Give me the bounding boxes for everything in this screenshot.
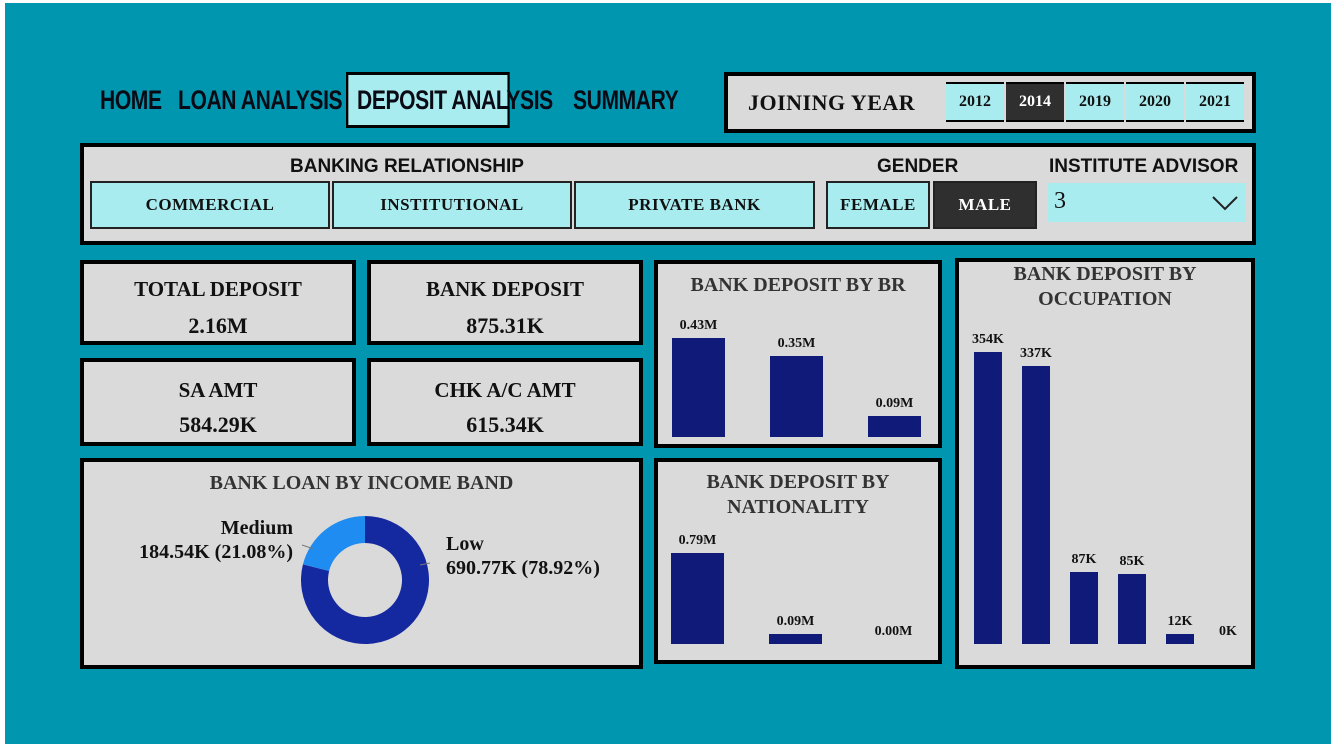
kpi-bank-deposit-value: 875.31K [466,313,544,338]
kpi-sa-amt-value: 584.29K [179,412,257,437]
br-private-bank-button[interactable]: PRIVATE BANK [574,181,815,229]
chart-deposit-by-br: BANK DEPOSIT BY BR 0.43M 0.35M 0.09M [654,260,942,448]
kpi-bank-deposit: BANK DEPOSIT 875.31K [367,260,643,345]
occupation-bar-0[interactable] [974,352,1002,644]
chart-deposit-by-occupation: BANK DEPOSIT BY OCCUPATION 354K 337K 87K 85… [955,258,1255,669]
nationality-data-label-0: 0.79M [678,533,717,548]
institute-advisor-value: 3 [1054,188,1066,214]
nationality-bar-0[interactable] [671,553,724,644]
chart-deposit-by-nationality: BANK DEPOSIT BY NATIONALITY 0.79M 0.09M 0.… [654,458,942,664]
donut-low-label: Low 690.77K (78.92%) [446,532,600,580]
occupation-bar-1[interactable] [1022,366,1050,644]
br-bar-0[interactable] [672,338,725,437]
kpi-chk-amt-value: 615.34K [466,412,544,437]
br-data-label-1: 0.35M [777,336,816,351]
kpi-total-deposit-value: 2.16M [188,313,248,338]
year-2014[interactable]: 2014 [1006,82,1064,122]
nav-home[interactable]: HOME [100,85,162,115]
donut-low-name: Low [446,533,484,555]
institute-advisor-label: INSTITUTE ADVISOR [1049,156,1239,177]
kpi-total-deposit-label: TOTAL DEPOSIT [134,277,302,301]
chart-loan-by-income-band-title: BANK LOAN BY INCOME BAND [209,472,514,494]
donut-slice-low[interactable] [301,516,429,644]
chart-deposit-by-nationality-title: BANK DEPOSIT BY NATIONALITY [706,471,890,518]
donut-low-value: 690.77K (78.92%) [446,557,600,579]
low-leader-line [419,562,431,566]
br-data-label-2: 0.09M [875,396,914,411]
br-bar-2[interactable] [868,416,921,437]
donut-slice-medium[interactable] [302,516,365,571]
occupation-bar-2[interactable] [1070,572,1098,644]
nationality-data-label-2: 0.00M [874,624,913,639]
year-2012[interactable]: 2012 [946,82,1004,122]
nav-loan-analysis[interactable]: LOAN ANALYSIS [178,85,343,115]
nav-deposit-analysis-box[interactable] [346,72,510,128]
banking-relationship-label: BANKING RELATIONSHIP [290,156,524,177]
occupation-data-label-4: 12K [1167,614,1193,629]
chart-loan-by-income-band: BANK LOAN BY INCOME BAND Medium 184.54K … [80,458,643,669]
occupation-data-label-1: 337K [1020,346,1052,361]
nav-summary[interactable]: SUMMARY [573,85,679,115]
occupation-bar-3[interactable] [1118,574,1146,644]
donut-medium-name: Medium [220,517,293,539]
occupation-data-label-5: 0K [1219,624,1237,639]
gender-male-button[interactable]: MALE [933,181,1037,229]
occupation-bar-4[interactable] [1166,634,1194,644]
gender-female-button[interactable]: FEMALE [826,181,930,229]
br-commercial-button[interactable]: COMMERCIAL [90,181,330,229]
kpi-bank-deposit-label: BANK DEPOSIT [425,277,585,301]
chevron-down-icon[interactable] [1212,195,1238,211]
year-2019[interactable]: 2019 [1066,82,1124,122]
year-2021[interactable]: 2021 [1186,82,1244,122]
br-bar-1[interactable] [770,356,823,437]
donut-medium-value: 184.54K (21.08%) [139,541,293,563]
kpi-total-deposit: TOTAL DEPOSIT 2.16M [80,260,356,345]
chart-deposit-by-occupation-title: BANK DEPOSIT BY OCCUPATION [1013,263,1197,310]
occupation-data-label-2: 87K [1071,552,1097,567]
nationality-data-label-1: 0.09M [776,614,815,629]
br-data-label-0: 0.43M [679,318,718,333]
nav-deposit-analysis[interactable]: DEPOSIT ANALYSIS [357,85,553,115]
gender-label: GENDER [877,156,959,177]
occupation-data-label-3: 85K [1119,554,1145,569]
institute-advisor-dropdown[interactable]: 3 [1048,183,1246,222]
br-institutional-button[interactable]: INSTITUTIONAL [332,181,572,229]
nationality-bar-1[interactable] [769,634,822,644]
occupation-data-label-0: 354K [972,332,1004,347]
kpi-chk-amt-label: CHK A/C AMT [434,378,576,402]
medium-leader-line [301,544,315,550]
kpi-chk-amt: CHK A/C AMT 615.34K [367,358,643,446]
kpi-sa-amt-label: SA AMT [178,378,258,402]
kpi-sa-amt: SA AMT 584.29K [80,358,356,446]
donut-medium-label: Medium 184.54K (21.08%) [118,516,293,564]
donut-svg [301,516,431,644]
chart-deposit-by-br-title: BANK DEPOSIT BY BR [690,274,906,296]
year-2020[interactable]: 2020 [1126,82,1184,122]
joining-year-label: JOINING YEAR [748,90,916,115]
